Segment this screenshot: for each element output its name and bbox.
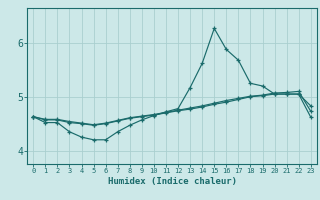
- X-axis label: Humidex (Indice chaleur): Humidex (Indice chaleur): [108, 177, 236, 186]
